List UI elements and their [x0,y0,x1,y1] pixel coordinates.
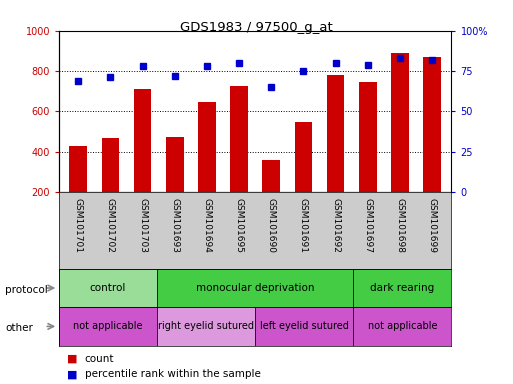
Text: GSM101694: GSM101694 [203,198,211,253]
Bar [69,146,87,192]
Bar [134,89,151,192]
Text: not applicable: not applicable [368,321,437,331]
Text: GSM101697: GSM101697 [363,198,372,253]
Text: ■: ■ [67,354,77,364]
Bar [294,122,312,192]
Bar [102,137,120,192]
Text: GSM101695: GSM101695 [234,198,244,253]
Bar [157,269,353,307]
Text: monocular deprivation: monocular deprivation [196,283,314,293]
Bar [59,269,157,307]
Text: GSM101701: GSM101701 [74,198,83,253]
Text: GSM101693: GSM101693 [170,198,180,253]
Bar [391,53,409,192]
Bar [359,82,377,192]
Text: ■: ■ [67,369,77,379]
Bar [263,160,280,192]
Text: protocol: protocol [5,285,48,295]
Bar [327,75,345,192]
Text: not applicable: not applicable [73,321,143,331]
Text: GSM101699: GSM101699 [428,198,437,253]
Text: GSM101692: GSM101692 [331,198,340,253]
Bar [166,137,184,192]
Bar [353,307,451,346]
Bar [157,307,255,346]
Bar [59,307,157,346]
Text: percentile rank within the sample: percentile rank within the sample [85,369,261,379]
Bar [230,86,248,192]
Bar [255,307,353,346]
Text: GDS1983 / 97500_g_at: GDS1983 / 97500_g_at [180,21,333,34]
Text: GSM101690: GSM101690 [267,198,276,253]
Text: control: control [90,283,126,293]
Text: GSM101702: GSM101702 [106,198,115,253]
Bar [353,269,451,307]
Text: right eyelid sutured: right eyelid sutured [158,321,254,331]
Text: GSM101703: GSM101703 [138,198,147,253]
Text: other: other [5,323,33,333]
Text: count: count [85,354,114,364]
Text: GSM101698: GSM101698 [396,198,404,253]
Bar [198,102,216,192]
Bar [423,57,441,192]
Text: GSM101691: GSM101691 [299,198,308,253]
Text: left eyelid sutured: left eyelid sutured [260,321,349,331]
Text: dark rearing: dark rearing [370,283,435,293]
